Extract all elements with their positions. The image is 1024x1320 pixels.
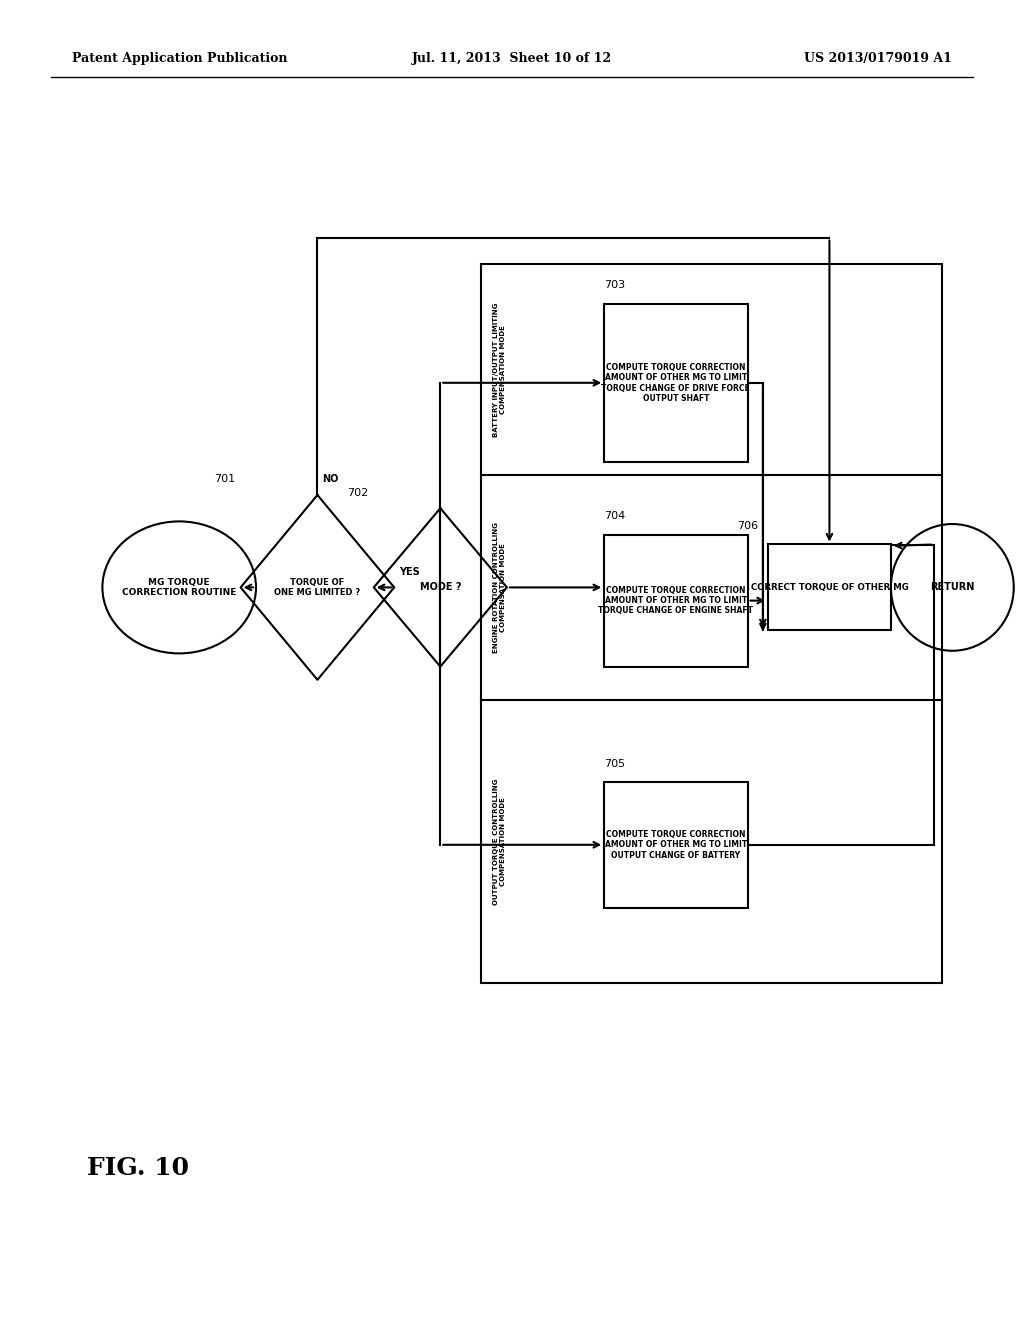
Bar bbox=[604, 781, 748, 908]
Text: FIG. 10: FIG. 10 bbox=[87, 1156, 189, 1180]
Text: ENGINE ROTATION CONTROLLING
COMPENSATION MODE: ENGINE ROTATION CONTROLLING COMPENSATION… bbox=[494, 521, 506, 653]
Text: 705: 705 bbox=[604, 759, 626, 768]
Text: OUTPUT TORQUE CONTROLLING
COMPENSATION MODE: OUTPUT TORQUE CONTROLLING COMPENSATION M… bbox=[494, 779, 506, 904]
Text: COMPUTE TORQUE CORRECTION
AMOUNT OF OTHER MG TO LIMIT
TORQUE CHANGE OF ENGINE SH: COMPUTE TORQUE CORRECTION AMOUNT OF OTHE… bbox=[598, 586, 754, 615]
Text: COMPUTE TORQUE CORRECTION
AMOUNT OF OTHER MG TO LIMIT
TORQUE CHANGE OF DRIVE FOR: COMPUTE TORQUE CORRECTION AMOUNT OF OTHE… bbox=[601, 363, 751, 403]
Text: 702: 702 bbox=[347, 487, 369, 498]
Bar bbox=[768, 544, 891, 630]
Text: TORQUE OF
ONE MG LIMITED ?: TORQUE OF ONE MG LIMITED ? bbox=[274, 578, 360, 597]
Text: 701: 701 bbox=[214, 474, 236, 484]
Text: MODE ?: MODE ? bbox=[420, 582, 461, 593]
Text: BATTERY INPUT/OUTPUT LIMITING
COMPENSATION MODE: BATTERY INPUT/OUTPUT LIMITING COMPENSATI… bbox=[494, 302, 506, 437]
Text: RETURN: RETURN bbox=[930, 582, 975, 593]
Text: CORRECT TORQUE OF OTHER MG: CORRECT TORQUE OF OTHER MG bbox=[751, 583, 908, 591]
Bar bbox=[604, 304, 748, 462]
Text: COMPUTE TORQUE CORRECTION
AMOUNT OF OTHER MG TO LIMIT
OUTPUT CHANGE OF BATTERY: COMPUTE TORQUE CORRECTION AMOUNT OF OTHE… bbox=[605, 830, 746, 859]
Text: YES: YES bbox=[399, 566, 420, 577]
Bar bbox=[481, 264, 942, 983]
Text: US 2013/0179019 A1: US 2013/0179019 A1 bbox=[805, 51, 952, 65]
Text: Patent Application Publication: Patent Application Publication bbox=[72, 51, 287, 65]
Text: 704: 704 bbox=[604, 511, 626, 521]
Text: Jul. 11, 2013  Sheet 10 of 12: Jul. 11, 2013 Sheet 10 of 12 bbox=[412, 51, 612, 65]
Text: MG TORQUE
CORRECTION ROUTINE: MG TORQUE CORRECTION ROUTINE bbox=[122, 578, 237, 597]
Text: 703: 703 bbox=[604, 280, 626, 290]
Text: 706: 706 bbox=[736, 521, 758, 531]
Text: NO: NO bbox=[323, 474, 339, 484]
Bar bbox=[604, 535, 748, 667]
